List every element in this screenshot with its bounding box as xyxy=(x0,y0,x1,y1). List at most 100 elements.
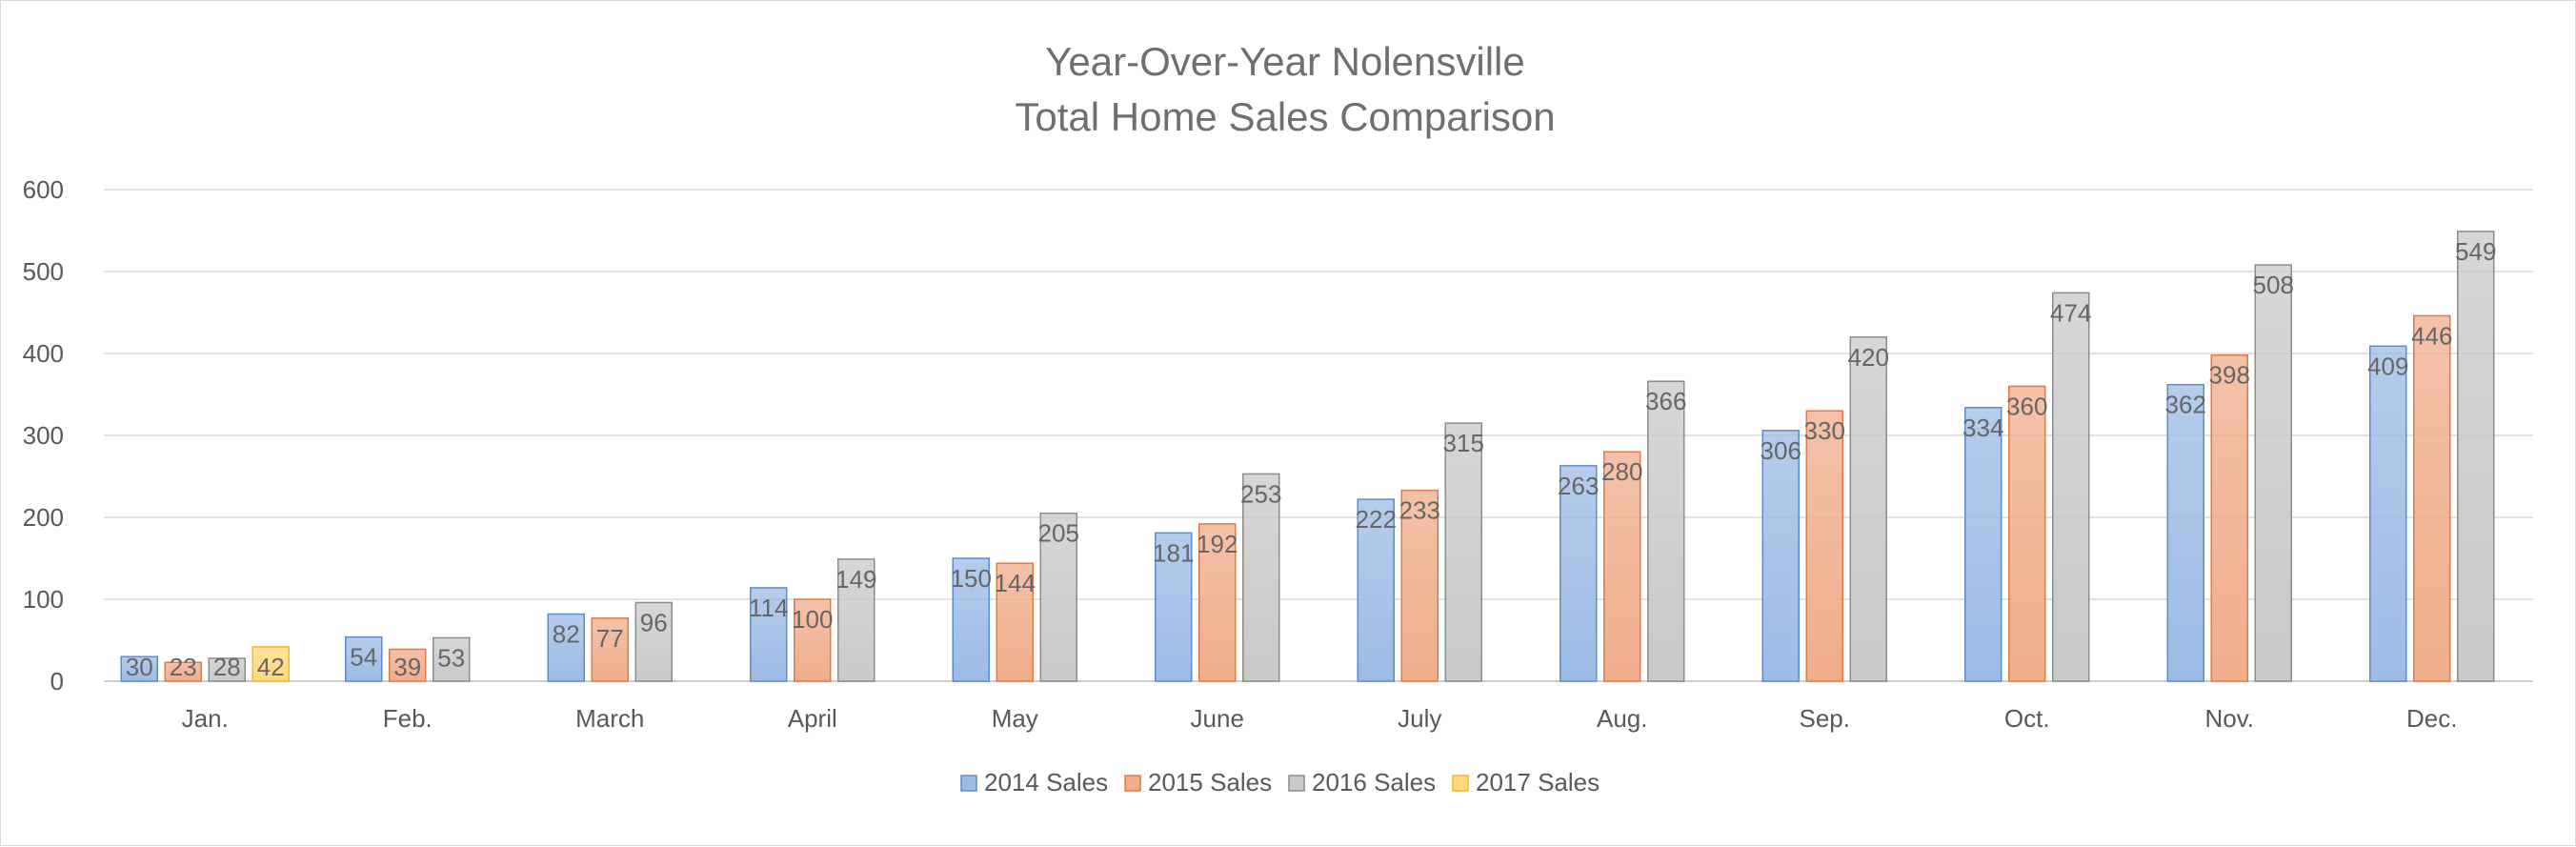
data-label-2014-sales-oct: 334 xyxy=(1962,413,2003,442)
data-label-2015-sales-aug: 280 xyxy=(1601,457,1642,486)
bar-2015-sales-march xyxy=(591,617,629,682)
data-label-2014-sales-june: 181 xyxy=(1153,538,1194,567)
bar-2016-sales-july xyxy=(1444,422,1482,682)
legend-swatch-2014-sales xyxy=(960,775,977,792)
chart-title-line-2: Total Home Sales Comparison xyxy=(1015,94,1555,139)
x-category-label-dec: Dec. xyxy=(2406,704,2457,733)
x-category-label-oct: Oct. xyxy=(2004,704,2050,733)
data-label-2014-sales-jan: 30 xyxy=(126,653,153,681)
bar-2015-sales-july xyxy=(1400,489,1439,682)
y-tick-label-400: 400 xyxy=(23,339,64,368)
y-tick-label-300: 300 xyxy=(23,421,64,450)
bar-2014-sales-july xyxy=(1357,498,1395,682)
legend-label-2016-sales: 2016 Sales xyxy=(1312,768,1436,797)
bar-2016-sales-sep xyxy=(1849,336,1887,682)
bar-2016-sales-may xyxy=(1039,512,1077,682)
legend-label-2015-sales: 2015 Sales xyxy=(1148,768,1272,797)
y-tick-label-500: 500 xyxy=(23,257,64,286)
data-label-2017-sales-jan: 42 xyxy=(257,653,285,681)
legend-swatch-2017-sales xyxy=(1452,775,1469,792)
data-label-2015-sales-dec: 446 xyxy=(2411,321,2452,350)
gridlines xyxy=(104,189,2533,682)
data-label-2016-sales-oct: 474 xyxy=(2050,298,2091,327)
data-label-2014-sales-nov: 362 xyxy=(2165,391,2206,419)
bar-2015-sales-feb xyxy=(389,648,427,682)
x-category-label-jan: Jan. xyxy=(182,704,229,733)
y-axis-tick-labels: 0 100 200 300 400 500 600 xyxy=(23,175,64,696)
data-label-2015-sales-july: 233 xyxy=(1399,496,1440,525)
x-category-label-feb: Feb. xyxy=(383,704,433,733)
bar-2017-sales-jan xyxy=(252,646,290,682)
x-category-label-march: March xyxy=(575,704,644,733)
data-label-2016-sales-feb: 53 xyxy=(437,643,465,672)
legend-swatch-2016-sales xyxy=(1288,775,1305,792)
bar-2016-sales-jan xyxy=(208,657,246,682)
bar-2016-sales-nov xyxy=(2254,264,2292,682)
x-category-label-may: May xyxy=(992,704,1038,733)
x-category-label-sep: Sep. xyxy=(1800,704,1851,733)
data-label-2016-sales-dec: 549 xyxy=(2455,237,2496,266)
data-label-2014-sales-sep: 306 xyxy=(1761,436,1801,465)
data-label-2014-sales-dec: 409 xyxy=(2367,352,2408,380)
data-label-2015-sales-sep: 330 xyxy=(1804,416,1845,445)
bar-2015-sales-oct xyxy=(2008,385,2046,682)
legend-swatch-2015-sales xyxy=(1124,775,1141,792)
bar-2014-sales-nov xyxy=(2166,383,2204,682)
x-category-label-nov: Nov. xyxy=(2204,704,2254,733)
data-label-2016-sales-may: 205 xyxy=(1038,519,1079,548)
x-category-label-july: July xyxy=(1398,704,1441,733)
bar-2014-sales-jan xyxy=(120,655,158,682)
data-label-2016-sales-jan: 28 xyxy=(213,653,241,681)
bar-2015-sales-nov xyxy=(2210,353,2248,682)
bar-2015-sales-aug xyxy=(1603,451,1641,682)
bars xyxy=(120,231,2495,682)
data-label-2014-sales-aug: 263 xyxy=(1558,472,1599,500)
data-label-2016-sales-sep: 420 xyxy=(1848,343,1889,372)
x-axis-category-labels: Jan. Feb. March April May June July Aug. Sep. Oct… xyxy=(182,704,2458,733)
bar-2014-sales-march xyxy=(547,613,585,682)
data-label-2015-sales-oct: 360 xyxy=(2006,392,2047,420)
data-label-2015-sales-nov: 398 xyxy=(2209,361,2250,390)
bar-2016-sales-aug xyxy=(1647,380,1685,682)
y-tick-label-600: 600 xyxy=(23,175,64,204)
data-label-2014-sales-march: 82 xyxy=(553,619,580,648)
data-label-2016-sales-aug: 366 xyxy=(1645,387,1686,415)
data-label-2014-sales-april: 114 xyxy=(749,594,788,622)
x-category-label-june: June xyxy=(1191,704,1244,733)
bar-2014-sales-feb xyxy=(345,635,383,682)
data-label-2016-sales-nov: 508 xyxy=(2253,271,2294,299)
bar-2014-sales-aug xyxy=(1560,465,1598,682)
x-category-label-aug: Aug. xyxy=(1597,704,1648,733)
bar-2014-sales-june xyxy=(1155,532,1193,682)
bar-2016-sales-oct xyxy=(2052,292,2090,682)
bar-2015-sales-sep xyxy=(1805,410,1843,682)
bar-2014-sales-may xyxy=(952,557,990,682)
x-category-label-april: April xyxy=(788,704,837,733)
data-label-2014-sales-feb: 54 xyxy=(350,643,377,672)
data-label-2015-sales-april: 100 xyxy=(792,605,833,634)
data-label-2015-sales-march: 77 xyxy=(596,624,624,653)
legend-label-2017-sales: 2017 Sales xyxy=(1476,768,1600,797)
bar-2016-sales-dec xyxy=(2457,231,2495,682)
y-tick-label-200: 200 xyxy=(23,503,64,532)
data-label-2014-sales-may: 150 xyxy=(951,564,992,593)
data-label-2016-sales-april: 149 xyxy=(835,565,876,594)
bar-2016-sales-april xyxy=(837,558,875,682)
data-label-2015-sales-june: 192 xyxy=(1197,530,1238,558)
bar-2014-sales-dec xyxy=(2369,345,2407,682)
bar-2015-sales-dec xyxy=(2413,314,2451,682)
legend-label-2014-sales: 2014 Sales xyxy=(984,768,1108,797)
bar-2015-sales-june xyxy=(1198,523,1237,682)
bar-2016-sales-feb xyxy=(433,636,471,682)
legend: 2014 Sales 2015 Sales 2016 Sales 2017 Sales xyxy=(960,768,1600,797)
data-label-2015-sales-feb: 39 xyxy=(393,653,421,681)
bar-2014-sales-sep xyxy=(1761,430,1800,682)
bar-2014-sales-april xyxy=(750,587,788,682)
data-label-2016-sales-march: 96 xyxy=(640,608,668,636)
data-label-2016-sales-july: 315 xyxy=(1443,429,1484,457)
chart-title-line-1: Year-Over-Year Nolensville xyxy=(1045,39,1524,84)
data-label-2015-sales-jan: 23 xyxy=(170,653,197,681)
bar-2015-sales-april xyxy=(794,598,832,682)
